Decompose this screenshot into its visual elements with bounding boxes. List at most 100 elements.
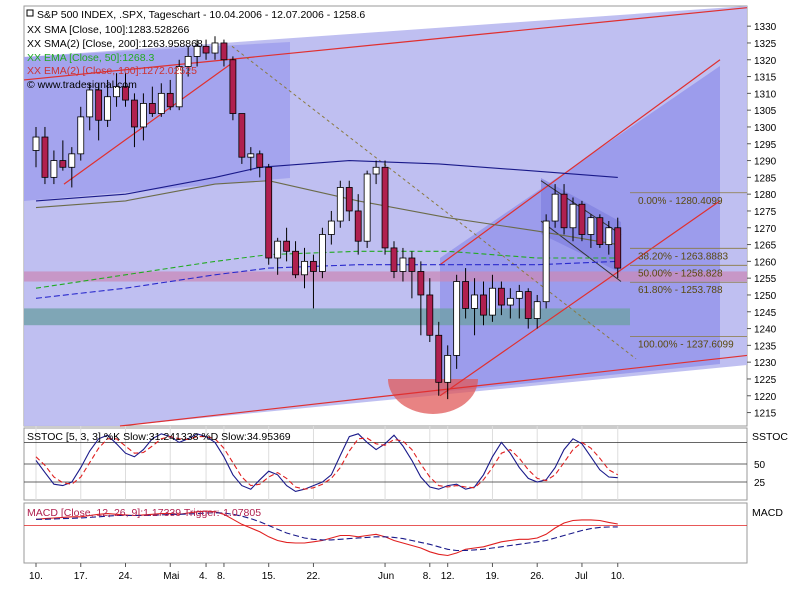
trigger-line <box>36 512 618 552</box>
candle-body <box>381 166 389 249</box>
candle-body <box>41 136 49 178</box>
fib-diagonal <box>231 45 637 360</box>
legend-sma-icon: XX <box>27 24 41 36</box>
x-tick-label: 8. <box>217 571 225 582</box>
candle-body <box>68 153 76 168</box>
chart-title: S&P 500 INDEX, .SPX, Tageschart - 10.04.… <box>37 9 365 21</box>
candle-body <box>77 116 85 155</box>
candle-body <box>256 153 264 168</box>
candle-body <box>148 103 156 114</box>
candle-body <box>86 89 94 118</box>
candle-body <box>292 250 299 276</box>
x-tick-label: 19. <box>485 571 499 582</box>
candle-body <box>122 86 129 101</box>
fib-level-label: 50.00% - 1258.828 <box>638 268 723 279</box>
candle-body <box>551 193 559 222</box>
stoch-label: SSTOC [5, 3, 3] %K Slow:31.241338 %D Slo… <box>27 431 291 443</box>
candle-body <box>202 45 210 54</box>
y-tick-label: 1270 <box>754 224 777 235</box>
candle-body <box>408 257 416 272</box>
candle-body <box>480 294 487 316</box>
candle-body <box>211 42 219 54</box>
candle-body <box>435 334 443 383</box>
x-tick-label: 10. <box>29 571 43 582</box>
candle-body <box>193 45 201 57</box>
y-tick-label: 1305 <box>754 106 777 117</box>
candle-body <box>50 160 58 178</box>
x-tick-label: 22. <box>306 571 320 582</box>
candle-body <box>390 247 398 272</box>
candle-body <box>238 113 246 158</box>
watermark: © www.tradesignal.com <box>27 79 137 91</box>
candle-body <box>596 217 604 245</box>
june-upper-channel <box>439 59 721 266</box>
candle-body <box>229 59 237 114</box>
x-tick-label: 26. <box>530 571 544 582</box>
y-tick-label: 1255 <box>754 274 777 285</box>
legend-sma2: SMA(2) [Close, 200]:1263.958868 <box>44 38 203 50</box>
candle-body <box>265 166 273 259</box>
fib-level-label: 0.00% - 1280.4099 <box>638 196 723 207</box>
macd-panel <box>23 502 748 564</box>
y-tick-label: 1265 <box>754 241 777 252</box>
sma200-line <box>35 180 618 246</box>
candle-body <box>345 187 353 212</box>
candle-body <box>569 203 577 229</box>
support-band <box>24 308 630 326</box>
candle-body <box>104 96 111 121</box>
y-tick-label: 1250 <box>754 291 777 302</box>
candle-body <box>283 240 291 252</box>
x-tick-label: 15. <box>262 571 276 582</box>
stoch-tick-label: 50 <box>754 460 766 471</box>
y-tick-label: 1220 <box>754 392 777 403</box>
legend: S&P 500 INDEX, .SPX, Tageschart - 10.04.… <box>26 9 365 91</box>
candle-body <box>614 227 622 269</box>
candle-body <box>533 301 541 319</box>
x-tick-label: 12. <box>441 571 455 582</box>
legend-ema: EMA [Close, 50]:1268.3 <box>44 52 154 64</box>
legend-ema-icon: XX <box>27 52 41 64</box>
macd-tag: MACD <box>752 507 783 519</box>
candle-body <box>515 291 523 299</box>
y-tick-label: 1215 <box>754 409 777 420</box>
candle-body <box>587 217 595 235</box>
legend-sma: SMA [Close, 100]:1283.528266 <box>44 24 190 36</box>
y-tick-label: 1240 <box>754 325 777 336</box>
candle-body <box>32 136 40 151</box>
candle-body <box>489 287 496 316</box>
resistance-band <box>24 271 747 282</box>
candle-body <box>131 99 138 128</box>
x-tick-label: 17. <box>74 571 88 582</box>
fib-level-label: 38.20% - 1263.8883 <box>638 251 729 262</box>
y-tick-label: 1275 <box>754 207 777 218</box>
candle-body <box>542 220 550 303</box>
y-tick-label: 1225 <box>754 375 777 386</box>
candle-body <box>113 86 120 98</box>
candle-body <box>175 66 183 108</box>
candle-body <box>95 89 103 121</box>
x-tick-label: 10. <box>611 571 625 582</box>
candle-body <box>318 234 326 272</box>
y-tick-label: 1280 <box>754 190 777 201</box>
y-tick-label: 1325 <box>754 39 777 50</box>
x-tick-label: 24. <box>119 571 133 582</box>
candle-body <box>166 92 174 108</box>
candle-body <box>471 294 478 309</box>
candle-body <box>184 56 192 67</box>
candle-body <box>417 271 425 296</box>
candle-body <box>578 203 586 235</box>
y-tick-label: 1260 <box>754 257 777 268</box>
stoch-tick-label: 25 <box>754 478 766 489</box>
upper-trendline <box>23 7 748 81</box>
sma100-line <box>35 160 618 202</box>
candle-body <box>497 287 505 306</box>
y-tick-label: 1320 <box>754 56 777 67</box>
april-trendline <box>63 62 233 185</box>
candle-body <box>372 166 380 175</box>
y-tick-label: 1315 <box>754 73 777 84</box>
x-tick-label: 4. <box>199 571 207 582</box>
y-tick-label: 1300 <box>754 123 777 134</box>
candle-body <box>274 240 282 259</box>
